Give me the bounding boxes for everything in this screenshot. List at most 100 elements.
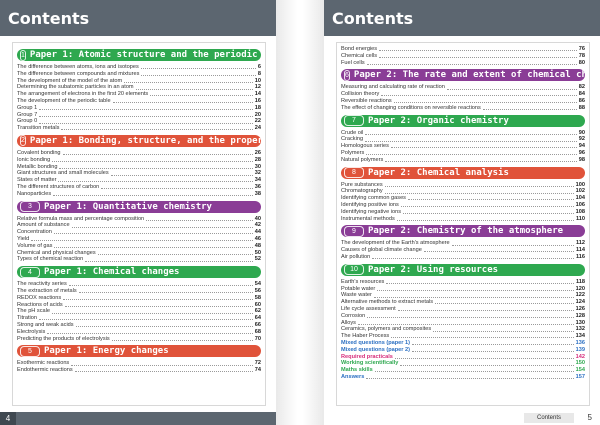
dot-leader xyxy=(150,95,253,97)
toc-entry[interactable]: Corrosion 128 xyxy=(341,313,585,320)
toc-entry[interactable]: Life cycle assessment 126 xyxy=(341,306,585,313)
toc-entry[interactable]: Concentration 44 xyxy=(17,229,261,236)
toc-entry[interactable]: Identifying common gases 104 xyxy=(341,195,585,202)
toc-entry[interactable]: States of matter 34 xyxy=(17,177,261,184)
toc-entry[interactable]: The difference between atoms, ions and i… xyxy=(17,64,261,71)
section-banner[interactable]: 6 Paper 2: The rate and extent of chemica… xyxy=(341,69,585,82)
entry-page-number: 108 xyxy=(575,208,585,215)
toc-entry[interactable]: Measuring and calculating rate of reacti… xyxy=(341,84,585,91)
toc-entry[interactable]: Reversible reactions 86 xyxy=(341,98,585,105)
dot-leader xyxy=(384,192,574,194)
toc-entry[interactable]: Air pollution 116 xyxy=(341,254,585,261)
entry-page-number: 130 xyxy=(575,319,585,326)
toc-entry[interactable]: Pure substances 100 xyxy=(341,182,585,189)
entry-page-number: 48 xyxy=(254,242,261,249)
toc-entry[interactable]: Volume of gas 48 xyxy=(17,243,261,250)
toc-entry[interactable]: Types of chemical reaction 52 xyxy=(17,256,261,263)
section-banner[interactable]: 9 Paper 2: Chemistry of the atmosphere xyxy=(341,225,585,238)
toc-entry[interactable]: Waste water 122 xyxy=(341,292,585,299)
toc-entry[interactable]: Giant structures and small molecules 32 xyxy=(17,170,261,177)
right-page: Contents Bond energies 76 Chemical cells 78… xyxy=(324,0,600,425)
toc-entry[interactable]: Group 1 18 xyxy=(17,105,261,112)
section-number-badge: 5 xyxy=(20,345,40,357)
toc-entry[interactable]: Fuel cells 80 xyxy=(341,60,585,67)
toc-entry[interactable]: The arrangement of electrons in the firs… xyxy=(17,91,261,98)
toc-entry[interactable]: Working scientifically 150 xyxy=(341,360,585,367)
section-banner[interactable]: 7 Paper 2: Organic chemistry xyxy=(341,114,585,127)
toc-entry[interactable]: Chemical and physical changes 50 xyxy=(17,250,261,257)
toc-entry[interactable]: Potable water 120 xyxy=(341,286,585,293)
toc-entry[interactable]: Group 0 22 xyxy=(17,118,261,125)
toc-entry[interactable]: Titration 64 xyxy=(17,315,261,322)
toc-entry[interactable]: The development of the periodic table 16 xyxy=(17,98,261,105)
toc-entry[interactable]: Chromatography 102 xyxy=(341,188,585,195)
toc-entry[interactable]: Causes of global climate change 114 xyxy=(341,247,585,254)
dot-leader xyxy=(111,339,253,341)
entry-title: Ceramics, polymers and composites xyxy=(341,326,432,333)
toc-entry[interactable]: Chemical cells 78 xyxy=(341,53,585,60)
toc-entry[interactable]: Strong and weak acids 66 xyxy=(17,322,261,329)
toc-entry[interactable]: Mixed questions (paper 2) 139 xyxy=(341,347,585,354)
toc-entry[interactable]: The different structures of carbon 36 xyxy=(17,184,261,191)
toc-entry[interactable]: Polymers 96 xyxy=(341,150,585,157)
toc-entry[interactable]: Metallic bonding 30 xyxy=(17,164,261,171)
dot-leader xyxy=(365,140,577,142)
toc-entry[interactable]: Amount of substance 42 xyxy=(17,222,261,229)
toc-entry[interactable]: The development of the model of the atom… xyxy=(17,78,261,85)
section-banner[interactable]: 10 Paper 2: Using resources xyxy=(341,263,585,276)
toc-entry[interactable]: Yield 46 xyxy=(17,236,261,243)
toc-entry[interactable]: REDOX reactions 58 xyxy=(17,295,261,302)
toc-entry[interactable]: Instrumental methods 110 xyxy=(341,216,585,223)
toc-entry[interactable]: Covalent bonding 26 xyxy=(17,150,261,157)
toc-entry[interactable]: Ionic bonding 28 xyxy=(17,157,261,164)
section-banner[interactable]: 3 Paper 1: Quantitative chemistry xyxy=(17,200,261,213)
section-banner[interactable]: 4 Paper 1: Chemical changes xyxy=(17,266,261,279)
toc-entry[interactable]: The extraction of metals 56 xyxy=(17,288,261,295)
toc-entry[interactable]: Predicting the products of electrolysis 7… xyxy=(17,336,261,343)
toc-entry[interactable]: Nanoparticles 38 xyxy=(17,191,261,198)
entry-title: Covalent bonding xyxy=(17,149,61,156)
section-title: Paper 2: Chemistry of the atmosphere xyxy=(368,226,564,237)
toc-entry[interactable]: Alloys 130 xyxy=(341,320,585,327)
toc-entry[interactable]: Transition metals 24 xyxy=(17,125,261,132)
entry-title: The pH scale xyxy=(17,308,50,315)
toc-entry[interactable]: Reactions of acids 60 xyxy=(17,302,261,309)
toc-entry[interactable]: Collision theory 84 xyxy=(341,91,585,98)
toc-entry[interactable]: Alternative methods to extract metals 124 xyxy=(341,299,585,306)
toc-entry[interactable]: Answers 157 xyxy=(341,374,585,381)
toc-entry[interactable]: Endothermic reactions 74 xyxy=(17,367,261,374)
toc-entry[interactable]: Bond energies 76 xyxy=(341,46,585,53)
entry-page-number: 150 xyxy=(575,360,585,367)
toc-entry[interactable]: The difference between compounds and mix… xyxy=(17,71,261,78)
toc-entry[interactable]: The development of the Earth's atmospher… xyxy=(341,240,585,247)
toc-entry[interactable]: Group 7 20 xyxy=(17,112,261,119)
toc-entry[interactable]: The effect of changing conditions on rev… xyxy=(341,105,585,112)
entry-page-number: 96 xyxy=(578,149,585,156)
toc-entry[interactable]: Earth's resources 118 xyxy=(341,279,585,286)
toc-entry[interactable]: Determining the subatomic particles in a… xyxy=(17,84,261,91)
toc-entry[interactable]: Identifying positive ions 106 xyxy=(341,202,585,209)
toc-entry[interactable]: The pH scale 62 xyxy=(17,308,261,315)
toc-entry[interactable]: Mixed questions (paper 1) 136 xyxy=(341,340,585,347)
toc-entry[interactable]: The Haber Process 134 xyxy=(341,333,585,340)
toc-entry[interactable]: Exothermic reactions 72 xyxy=(17,360,261,367)
toc-entry[interactable]: Crude oil 90 xyxy=(341,130,585,137)
section-banner[interactable]: 8 Paper 2: Chemical analysis xyxy=(341,166,585,179)
toc-entry[interactable]: Maths skills 154 xyxy=(341,367,585,374)
section-banner[interactable]: 2 Paper 1: Bonding, structure, and the pr… xyxy=(17,134,261,147)
toc-entry[interactable]: Natural polymers 98 xyxy=(341,157,585,164)
section-banner[interactable]: 5 Paper 1: Energy changes xyxy=(17,345,261,358)
toc-entry[interactable]: Cracking 92 xyxy=(341,136,585,143)
toc-entry[interactable]: Required practicals 142 xyxy=(341,354,585,361)
dot-leader xyxy=(400,364,574,366)
entry-page-number: 44 xyxy=(254,229,261,236)
toc-entry[interactable]: Electrolysis 68 xyxy=(17,329,261,336)
toc-entry[interactable]: The reactivity series 54 xyxy=(17,281,261,288)
entry-page-number: 122 xyxy=(575,292,585,299)
section-banner[interactable]: 1 Paper 1: Atomic structure and the perio… xyxy=(17,49,261,61)
entry-page-number: 22 xyxy=(254,118,261,125)
toc-entry[interactable]: Homologous series 94 xyxy=(341,143,585,150)
toc-entry[interactable]: Relative formula mass and percentage com… xyxy=(17,216,261,223)
toc-entry[interactable]: Identifying negative ions 108 xyxy=(341,209,585,216)
toc-entry[interactable]: Ceramics, polymers and composites 132 xyxy=(341,326,585,333)
